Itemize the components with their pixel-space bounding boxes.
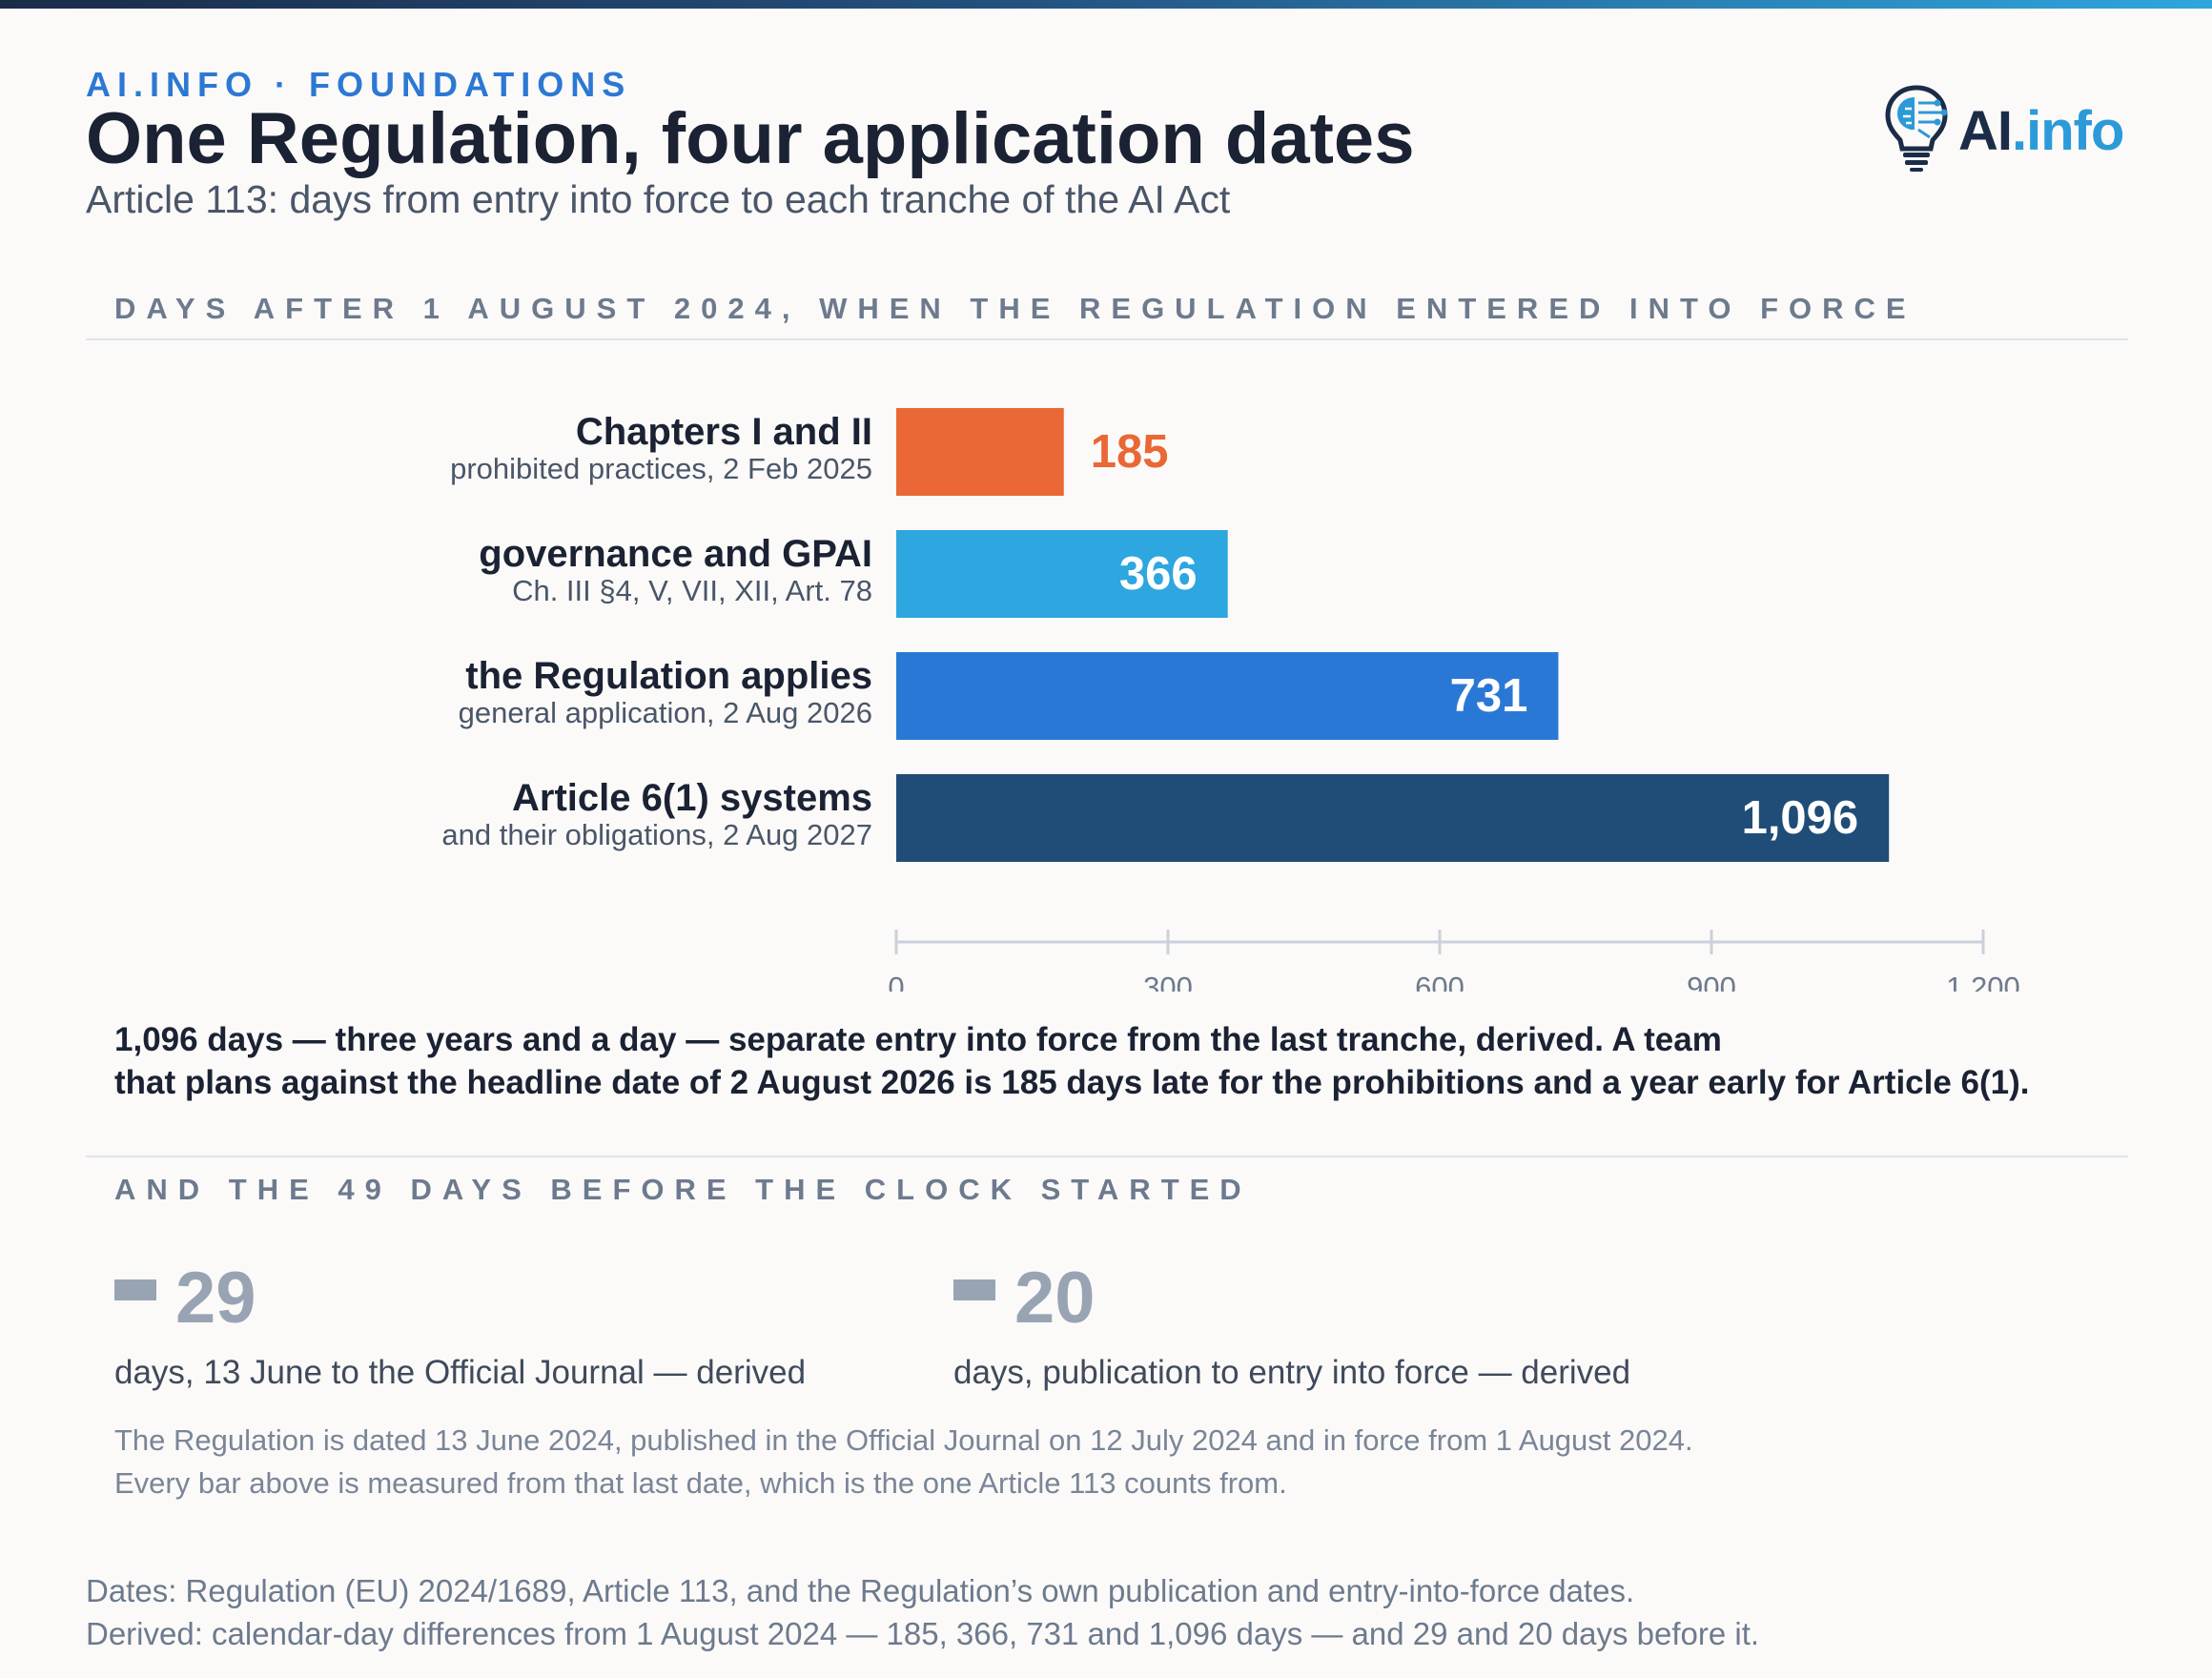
bar-category-label: Article 6(1) systems (512, 777, 872, 819)
logo: AI.info (1882, 82, 2130, 177)
x-tick-label: 1,200 (1946, 971, 2020, 992)
lightbulb-brain-icon (1885, 85, 1948, 172)
bar (896, 408, 1064, 496)
explanatory-note: The Regulation is dated 13 June 2024, pu… (114, 1419, 1693, 1504)
insight-text: 1,096 days — three years and a day — sep… (114, 1018, 2145, 1104)
bar-value-label: 1,096 (1742, 792, 1859, 844)
top-accent-bar (0, 0, 2212, 9)
bar (896, 774, 1890, 862)
insight-line: that plans against the headline date of … (114, 1064, 2030, 1101)
bar (896, 652, 1559, 740)
footer-line: Derived: calendar-day differences from 1… (86, 1616, 1760, 1651)
bar-sublabel: prohibited practices, 2 Feb 2025 (450, 452, 872, 485)
note-line: Every bar above is measured from that la… (114, 1466, 1287, 1500)
chart-section-label: DAYS AFTER 1 AUGUST 2024, WHEN THE REGUL… (114, 292, 1916, 325)
bar-value-label: 185 (1091, 426, 1169, 478)
bar-sublabel: Ch. III §4, V, VII, XII, Art. 78 (512, 574, 872, 607)
stat-marker (114, 1279, 156, 1300)
before-section-label: AND THE 49 DAYS BEFORE THE CLOCK STARTED (114, 1173, 1252, 1206)
bar-sublabel: general application, 2 Aug 2026 (459, 696, 872, 729)
x-tick-label: 300 (1143, 971, 1193, 992)
footer-line: Dates: Regulation (EU) 2024/1689, Articl… (86, 1573, 1635, 1608)
page-subtitle: Article 113: days from entry into force … (86, 177, 1231, 221)
note-line: The Regulation is dated 13 June 2024, pu… (114, 1423, 1693, 1457)
stat-description: days, 13 June to the Official Journal — … (114, 1354, 807, 1391)
stat-marker (953, 1279, 995, 1300)
divider (86, 1156, 2128, 1157)
kicker: AI.INFO · FOUNDATIONS (86, 65, 632, 104)
x-tick-label: 0 (888, 971, 904, 992)
bar-category-label: governance and GPAI (479, 533, 872, 575)
logo-wordmark: AI.info (1958, 100, 2124, 162)
bar-value-label: 731 (1450, 670, 1528, 722)
x-tick-label: 600 (1415, 971, 1464, 992)
divider (86, 338, 2128, 340)
stat-value: 29 (175, 1258, 256, 1339)
bar (896, 530, 1228, 618)
page-title: One Regulation, four application dates (86, 98, 1415, 179)
bar-category-label: Chapters I and II (576, 411, 872, 453)
bar-category-label: the Regulation applies (465, 655, 872, 697)
insight-line: 1,096 days — three years and a day — sep… (114, 1021, 1722, 1058)
stat-value: 20 (1014, 1258, 1096, 1339)
source-footer: Dates: Regulation (EU) 2024/1689, Articl… (86, 1569, 1759, 1655)
bar-value-label: 366 (1119, 548, 1198, 600)
stat-description: days, publication to entry into force — … (953, 1354, 1631, 1391)
x-tick-label: 900 (1687, 971, 1736, 992)
bar-sublabel: and their obligations, 2 Aug 2027 (441, 818, 872, 851)
